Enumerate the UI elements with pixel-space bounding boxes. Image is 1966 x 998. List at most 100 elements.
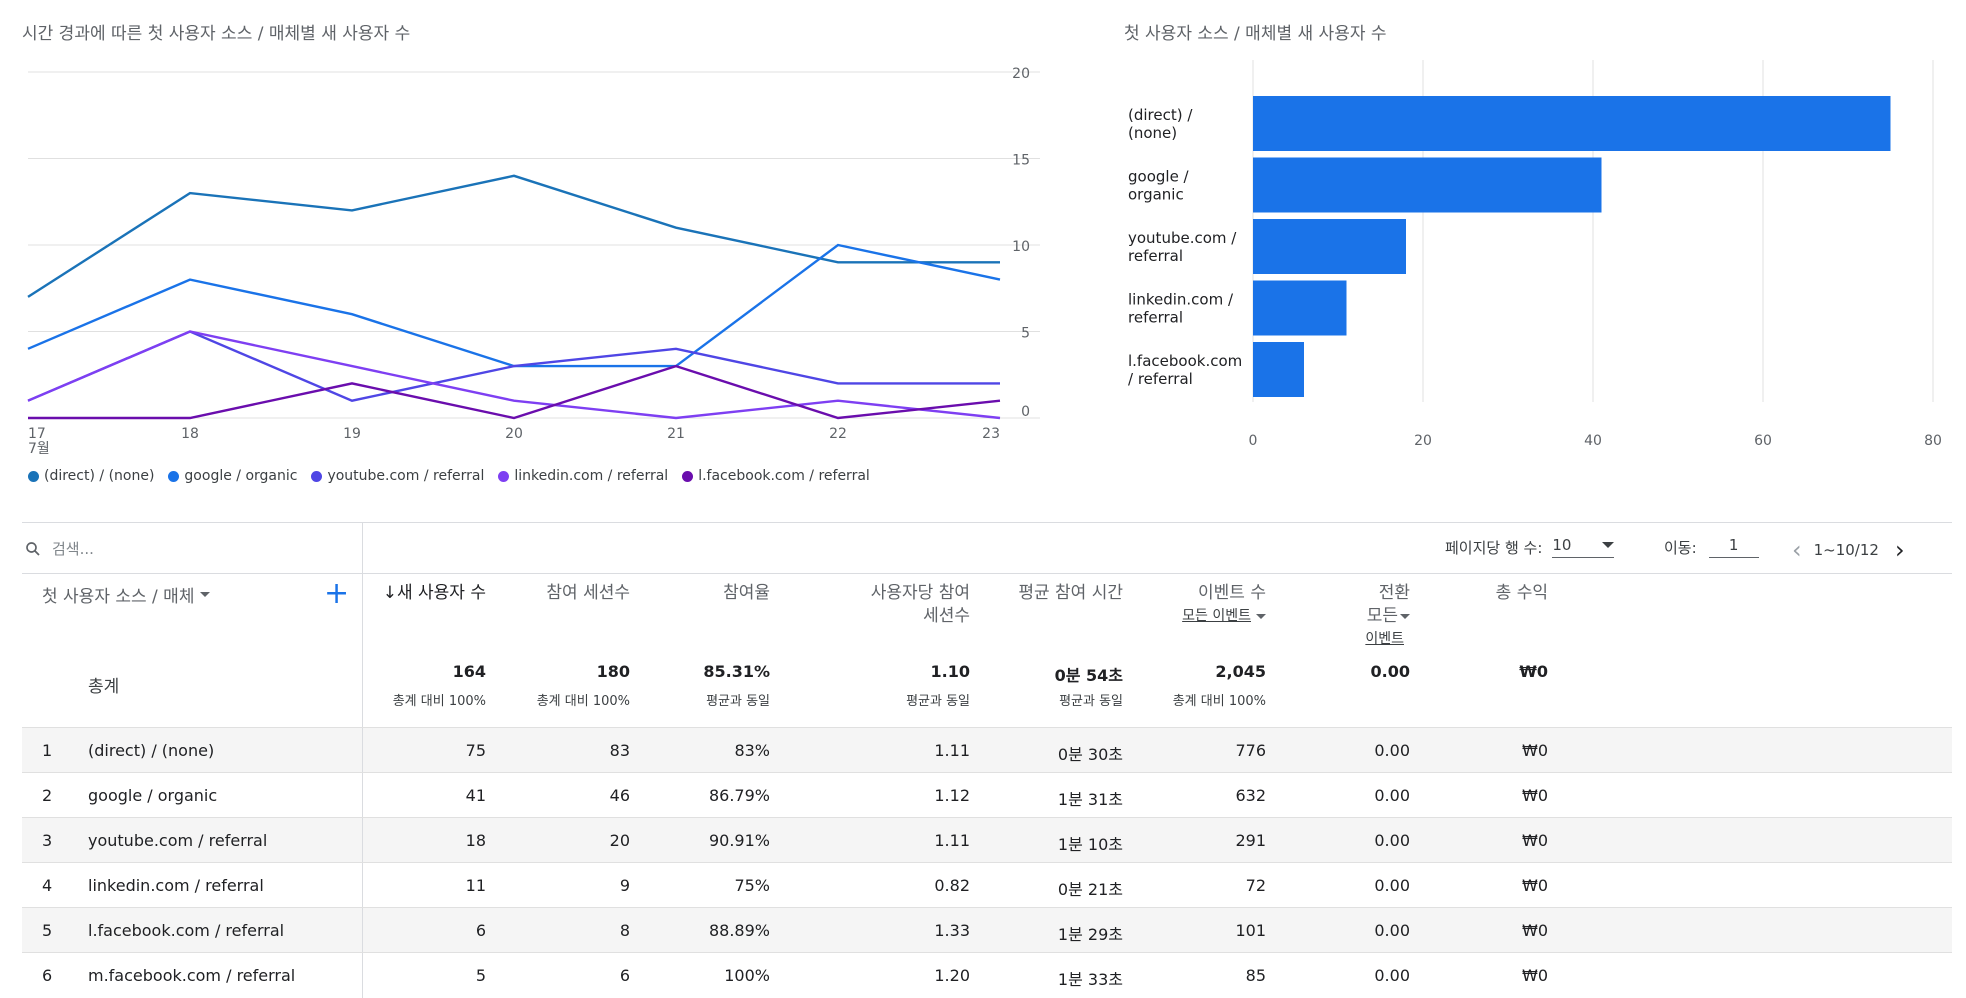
table-row[interactable]: 5 l.facebook.com / referral 6 8 88.89% 1.33 1분… bbox=[22, 907, 1952, 953]
dropdown-arrow-icon bbox=[1400, 614, 1410, 619]
table-row[interactable]: 6 m.facebook.com / referral 5 6 100% 1.20 1분 3… bbox=[22, 952, 1952, 998]
category-label: google / bbox=[1128, 168, 1190, 186]
dimension-header[interactable]: 첫 사용자 소스 / 매체 bbox=[42, 582, 211, 607]
row-divider bbox=[362, 908, 363, 953]
table-row[interactable]: 4 linkedin.com / referral 11 9 75% 0.82 0분 21초… bbox=[22, 862, 1952, 908]
cell-engaged: 9 bbox=[619, 876, 630, 895]
legend-label: linkedin.com / referral bbox=[514, 468, 669, 484]
next-page-icon[interactable]: › bbox=[1894, 536, 1905, 564]
cell-rate: 83% bbox=[734, 741, 770, 760]
legend-label: youtube.com / referral bbox=[327, 468, 485, 484]
totals-label: 총계 bbox=[88, 677, 120, 697]
cell-rev: ₩0 bbox=[1522, 876, 1548, 895]
series-line bbox=[28, 364, 1001, 420]
cell-rate: 75% bbox=[734, 876, 770, 895]
goto-label: 이동: bbox=[1664, 538, 1697, 557]
x-tick-label: 20 bbox=[505, 426, 523, 442]
search-input[interactable]: 검색... bbox=[52, 540, 94, 558]
category-label: organic bbox=[1128, 186, 1184, 204]
table-row[interactable]: 1 (direct) / (none) 75 83 83% 1.11 0분 30초 776 0.… bbox=[22, 727, 1952, 773]
cell-new_users: 5 bbox=[475, 966, 486, 985]
cell-time: 1분 31초 bbox=[1057, 790, 1123, 809]
cell-time: 1분 29초 bbox=[1057, 925, 1123, 944]
table-row[interactable]: 2 google / organic 41 46 86.79% 1.12 1분 31초 632… bbox=[22, 772, 1952, 818]
row-divider bbox=[362, 863, 363, 908]
cell-time: 1분 33초 bbox=[1057, 970, 1123, 989]
legend-item[interactable]: linkedin.com / referral bbox=[498, 468, 668, 484]
cell-engaged: 8 bbox=[619, 921, 630, 940]
legend-dot-icon bbox=[311, 470, 323, 482]
rows-per-page-select[interactable]: 10 bbox=[1552, 536, 1615, 558]
header-event-count[interactable]: 이벤트 수 모든 이벤트 bbox=[1182, 582, 1266, 628]
header-engaged-sessions[interactable]: 참여 세션수 bbox=[546, 583, 630, 603]
rows-per-page-label: 페이지당 행 수: bbox=[1445, 538, 1543, 557]
cell-spu: 1.11 bbox=[934, 831, 970, 850]
rows-per-page-value: 10 bbox=[1552, 536, 1572, 554]
cell-new_users: 41 bbox=[465, 786, 486, 805]
cell-rate: 88.89% bbox=[708, 921, 770, 940]
total-engaged-sessions: 180 bbox=[596, 662, 630, 681]
legend-item[interactable]: l.facebook.com / referral bbox=[682, 468, 870, 484]
line-chart-legend: (direct) / (none) google / organic youtube… bbox=[28, 468, 870, 484]
x-tick-label: 17 bbox=[28, 426, 46, 442]
cell-rev: ₩0 bbox=[1522, 966, 1548, 985]
header-conversions[interactable]: 전환 모든 이벤트 bbox=[1365, 582, 1410, 651]
conversions-filter[interactable]: 이벤트 bbox=[1365, 631, 1404, 647]
cell-events: 72 bbox=[1245, 876, 1266, 895]
rows-per-page: 페이지당 행 수: 10 bbox=[1445, 536, 1615, 558]
add-dimension-button[interactable]: + bbox=[324, 576, 350, 611]
x-tick-label: 18 bbox=[181, 426, 199, 442]
legend-item[interactable]: (direct) / (none) bbox=[28, 468, 154, 484]
total-new-users-sub: 총계 대비 100% bbox=[392, 694, 486, 709]
x-month-label: 7월 bbox=[28, 441, 50, 457]
cell-engaged: 46 bbox=[609, 786, 630, 805]
legend-label: l.facebook.com / referral bbox=[698, 468, 870, 484]
page-range: 1~10/12 bbox=[1813, 541, 1879, 559]
cell-spu: 1.20 bbox=[934, 966, 970, 985]
cell-rate: 90.91% bbox=[708, 831, 770, 850]
total-event-count: 2,045 bbox=[1215, 662, 1266, 681]
header-avg-time[interactable]: 평균 참여 시간 bbox=[1018, 583, 1123, 603]
bar bbox=[1253, 342, 1304, 397]
category-label: referral bbox=[1128, 309, 1183, 327]
cell-new_users: 11 bbox=[465, 876, 486, 895]
goto-page: 이동: 1 bbox=[1664, 536, 1759, 558]
cell-engaged: 20 bbox=[609, 831, 630, 850]
total-engagement-rate: 85.31% bbox=[703, 662, 770, 681]
row-number: 5 bbox=[42, 921, 53, 940]
row-divider bbox=[362, 818, 363, 863]
cell-rev: ₩0 bbox=[1522, 921, 1548, 940]
header-engagement-rate[interactable]: 참여율 bbox=[723, 583, 770, 603]
header-sessions-per-user[interactable]: 사용자당 참여 세션수 bbox=[870, 583, 970, 626]
x-tick-label: 0 bbox=[1249, 433, 1258, 449]
cell-events: 632 bbox=[1235, 786, 1266, 805]
prev-page-icon[interactable]: ‹ bbox=[1792, 536, 1802, 564]
table-search[interactable]: 검색... bbox=[24, 538, 94, 559]
cell-spu: 1.11 bbox=[934, 741, 970, 760]
cell-spu: 1.33 bbox=[934, 921, 970, 940]
row-dimension: m.facebook.com / referral bbox=[88, 966, 296, 985]
cell-rev: ₩0 bbox=[1522, 831, 1548, 850]
y-tick-label: 10 bbox=[1012, 239, 1030, 255]
cell-spu: 0.82 bbox=[934, 876, 970, 895]
bar bbox=[1253, 280, 1347, 336]
sort-desc-icon: ↓ bbox=[382, 583, 397, 603]
legend-item[interactable]: google / organic bbox=[168, 468, 297, 484]
header-revenue[interactable]: 총 수익 bbox=[1495, 583, 1548, 603]
cell-time: 0분 21초 bbox=[1057, 880, 1123, 899]
goto-input[interactable]: 1 bbox=[1708, 536, 1759, 558]
header-new-users[interactable]: ↓새 사용자 수 bbox=[382, 583, 486, 603]
x-tick-label: 22 bbox=[829, 426, 847, 442]
cell-rev: ₩0 bbox=[1522, 741, 1548, 760]
event-filter[interactable]: 모든 이벤트 bbox=[1182, 605, 1266, 628]
bar-chart-title: 첫 사용자 소스 / 매체별 새 사용자 수 bbox=[1124, 24, 1387, 44]
row-number: 3 bbox=[42, 831, 53, 850]
line-chart: 20 15 10 5 0 17 18 19 20 21 22 23 7월 bbox=[27, 66, 1040, 457]
bar bbox=[1253, 157, 1602, 213]
cell-conv: 0.00 bbox=[1374, 786, 1410, 805]
toolbar-divider bbox=[22, 573, 1952, 574]
legend-item[interactable]: youtube.com / referral bbox=[311, 468, 484, 484]
table-row[interactable]: 3 youtube.com / referral 18 20 90.91% 1.11 1분 … bbox=[22, 817, 1952, 863]
row-divider bbox=[362, 953, 363, 998]
cell-conv: 0.00 bbox=[1374, 876, 1410, 895]
